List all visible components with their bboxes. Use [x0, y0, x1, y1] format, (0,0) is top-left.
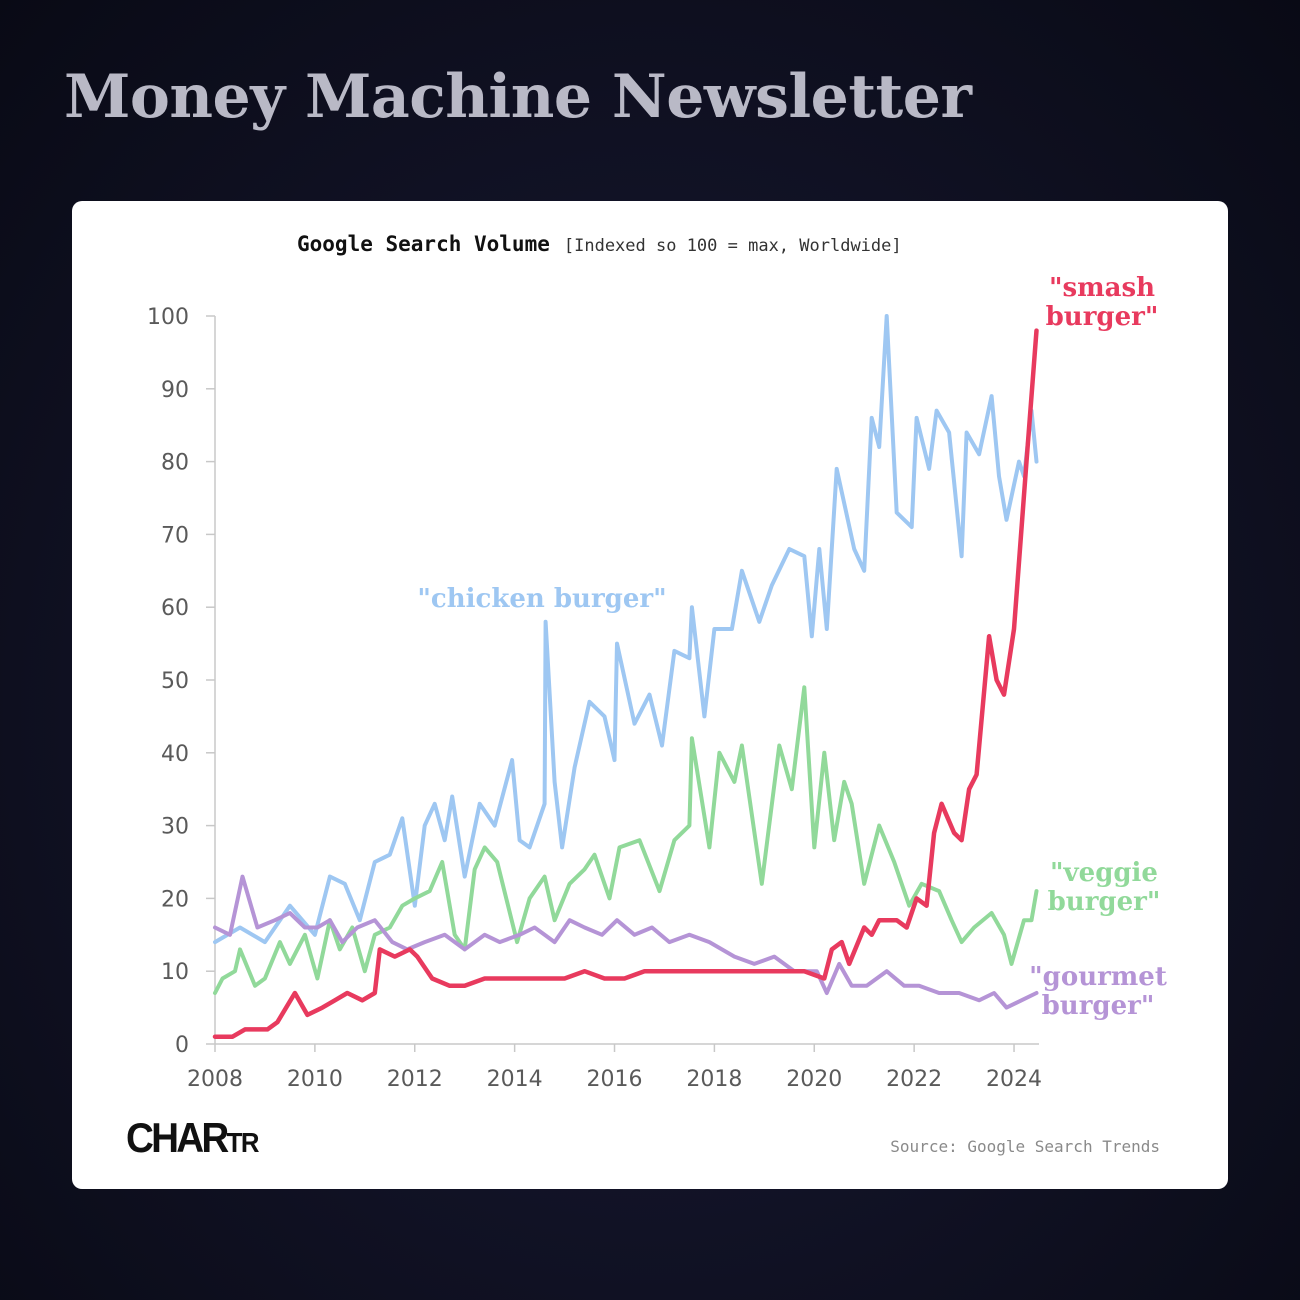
x-tick-label: 2018	[686, 1067, 742, 1092]
y-tick-label: 70	[161, 523, 189, 548]
header-title: Money Machine Newsletter	[64, 62, 972, 132]
chart-title-main: Google Search Volume	[297, 232, 550, 256]
series-line-veggie-burger	[213, 685, 1039, 995]
series-labels: "chicken burger""veggieburger""gourmetbu…	[417, 273, 1166, 1021]
y-tick-label: 50	[161, 669, 189, 694]
x-tick-label: 2022	[886, 1067, 942, 1092]
series-lines	[212, 314, 1039, 1039]
y-axis: 0 10 20 30 40 50 60 70 80 90 100	[147, 305, 216, 1058]
y-tick-label: 100	[147, 305, 189, 330]
x-tick-label: 2020	[786, 1067, 842, 1092]
y-tick-label: 90	[161, 378, 189, 403]
series-label-smash-burger: burger"	[1046, 302, 1159, 332]
logo-text-main: CHAR	[126, 1114, 229, 1161]
x-tick-label: 2016	[587, 1067, 643, 1092]
x-tick-label: 2008	[187, 1067, 243, 1092]
y-tick-label: 0	[175, 1033, 189, 1058]
y-tick-label: 10	[161, 960, 189, 985]
y-tick-label: 80	[161, 451, 189, 476]
x-tick-label: 2010	[287, 1067, 343, 1092]
x-axis: 2008 2010 2012 2014 2016 2018 2020 2022 2024	[187, 1043, 1042, 1092]
chart-card: Google Search Volume [Indexed so 100 = ma…	[72, 201, 1228, 1189]
y-tick-label: 40	[161, 742, 189, 767]
series-label-chicken-burger: "chicken burger"	[417, 584, 666, 614]
chart-title: Google Search Volume [Indexed so 100 = ma…	[297, 232, 902, 256]
chartr-logo: CHARTR	[126, 1114, 260, 1161]
source-note: Source: Google Search Trends	[890, 1137, 1160, 1156]
x-tick-label: 2014	[487, 1067, 543, 1092]
line-chart: Google Search Volume [Indexed so 100 = ma…	[147, 232, 1167, 1092]
series-label-gourmet-burger: burger"	[1042, 991, 1155, 1021]
series-label-veggie-burger: "veggie	[1050, 858, 1158, 888]
x-tick-label: 2024	[986, 1067, 1042, 1092]
logo-text-small: TR	[226, 1127, 260, 1158]
series-line-chicken-burger	[213, 314, 1039, 945]
y-tick-label: 30	[161, 815, 189, 840]
series-line-gourmet-burger	[213, 874, 1039, 1010]
series-label-veggie-burger: burger"	[1048, 887, 1161, 917]
series-line-smash-burger	[212, 328, 1039, 1039]
series-label-gourmet-burger: "gourmet	[1029, 962, 1167, 992]
x-tick-label: 2012	[387, 1067, 443, 1092]
y-tick-label: 20	[161, 887, 189, 912]
series-label-smash-burger: "smash	[1049, 273, 1155, 303]
y-tick-label: 60	[161, 596, 189, 621]
chart-subtitle: [Indexed so 100 = max, Worldwide]	[564, 236, 902, 256]
